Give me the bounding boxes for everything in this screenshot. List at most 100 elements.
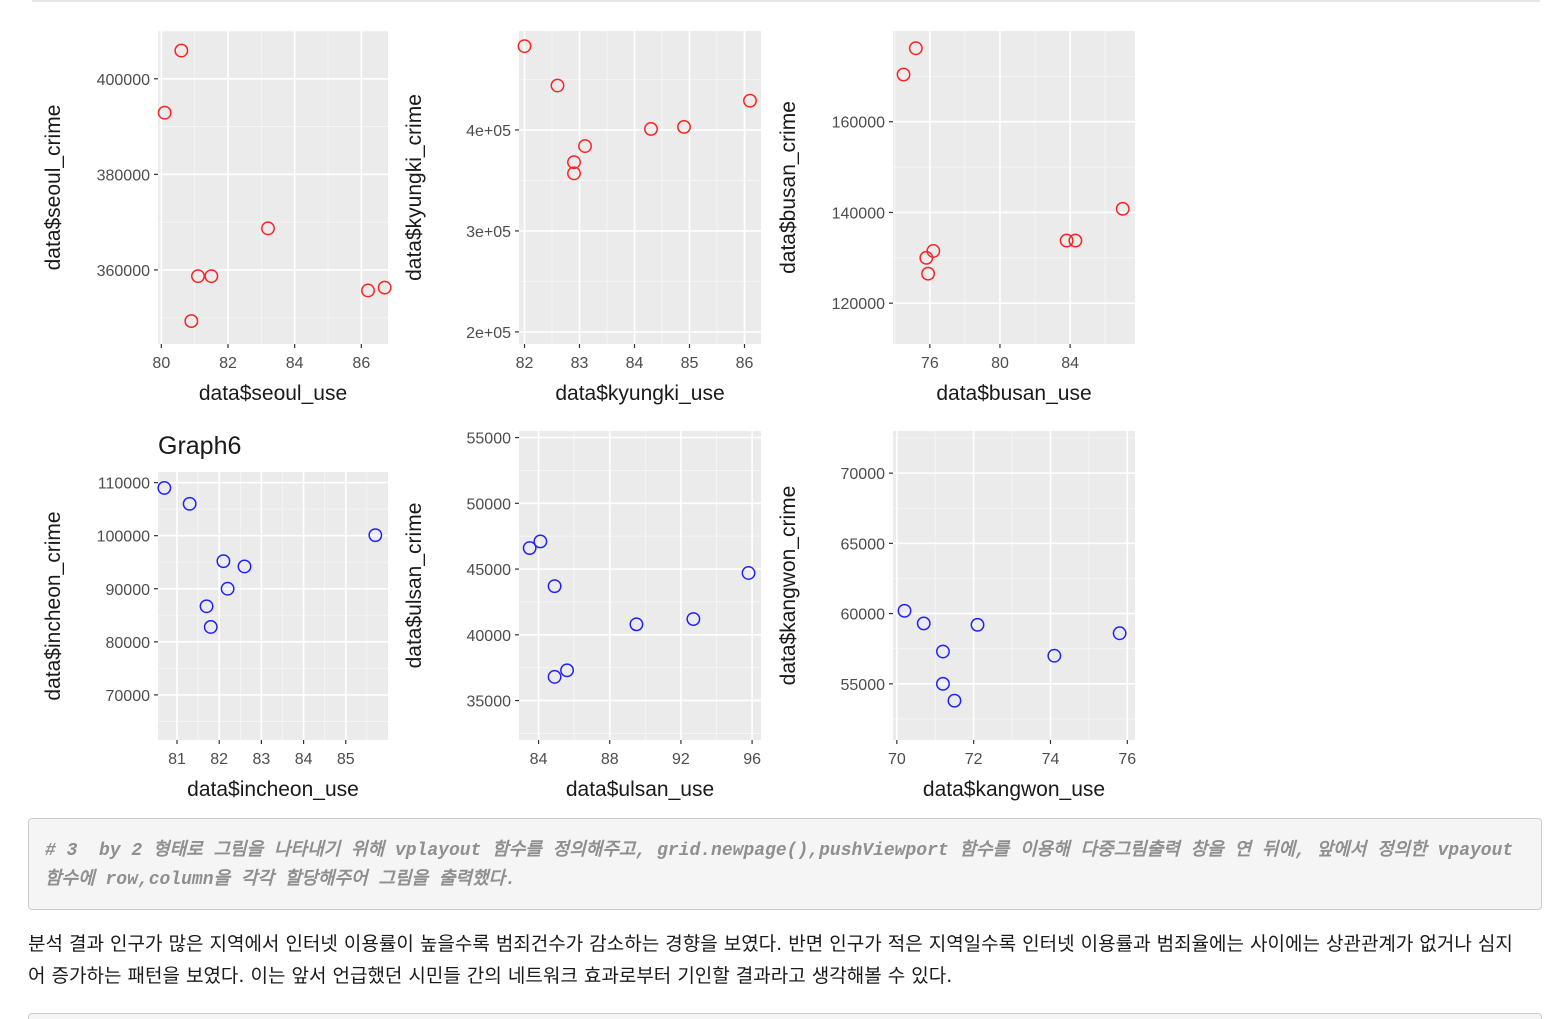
y-tick-label: 4e+05 [466, 123, 511, 140]
y-axis-title: data$seoul_crime [42, 105, 65, 271]
data-point [935, 644, 950, 659]
x-tick-label: 72 [965, 751, 983, 768]
data-point [644, 121, 658, 136]
y-tick-label: 55000 [467, 431, 512, 448]
y-tick-label: 90000 [106, 582, 151, 599]
data-point [1115, 201, 1130, 216]
data-point [191, 269, 205, 284]
data-point [741, 566, 756, 580]
x-tick-label: 82 [219, 355, 237, 372]
scatter-panel: 76 80 84 120000 140000 160000 data$busan_use da… [777, 31, 1135, 405]
scatter-plot-grid: 80 82 84 86 360000 380000 400000 data$seoul_use… [42, 30, 1136, 801]
x-tick-label: 76 [921, 355, 939, 372]
y-axis-title: data$kyungki_crime [403, 94, 426, 281]
panel-background [158, 472, 388, 740]
data-point [368, 528, 383, 543]
y-tick-label: 3e+05 [466, 224, 511, 241]
scatter-panel: 70 72 74 76 55000 60000 65000 70000 data$kangwon… [777, 431, 1136, 801]
data-point [237, 559, 252, 574]
x-tick-label: 86 [736, 355, 754, 372]
scatter-panel: 84 88 92 96 35000 40000 45000 50000 55000 data$ul… [403, 431, 761, 801]
data-point [743, 93, 757, 108]
data-point [220, 581, 235, 596]
x-axis-title: data$seoul_use [199, 382, 347, 405]
code-comment: # 3 by 2 형태로 그림을 나타내기 위해 vplayout 함수를 정의… [45, 841, 1514, 890]
data-point [629, 617, 644, 632]
x-tick-label: 84 [1061, 355, 1079, 372]
panel-background [158, 31, 388, 344]
x-tick-label: 76 [1118, 751, 1136, 768]
y-tick-label: 35000 [467, 694, 512, 711]
x-tick-label: 80 [991, 355, 1009, 372]
y-tick-label: 55000 [841, 677, 886, 694]
code-block: # 3 by 2 형태로 그림을 나타내기 위해 vplayout 함수를 정의… [28, 818, 1542, 910]
panel-background [519, 31, 761, 344]
data-point [550, 78, 565, 93]
data-point [970, 617, 985, 632]
x-tick-label: 85 [681, 355, 699, 372]
y-tick-label: 70000 [106, 688, 151, 705]
data-point [361, 283, 375, 298]
panel-background [893, 31, 1135, 344]
data-point [204, 269, 219, 284]
data-point [157, 480, 172, 495]
x-tick-label: 84 [626, 355, 644, 372]
data-point [203, 620, 218, 634]
y-tick-label: 80000 [106, 635, 151, 652]
data-point [896, 67, 911, 82]
data-point [1112, 626, 1127, 641]
y-tick-label: 45000 [467, 562, 512, 579]
y-tick-label: 140000 [832, 205, 885, 222]
x-tick-label: 81 [168, 751, 186, 768]
y-tick-label: 120000 [832, 296, 885, 313]
data-point [677, 119, 691, 134]
x-tick-label: 80 [152, 355, 170, 372]
data-point [1068, 233, 1083, 248]
y-tick-label: 110000 [98, 476, 150, 493]
data-point [560, 663, 574, 678]
y-tick-label: 2e+05 [466, 325, 511, 342]
chart-title: Graph6 [158, 432, 241, 460]
x-tick-label: 82 [516, 355, 534, 372]
x-axis-title: data$ulsan_use [566, 778, 714, 801]
data-point [947, 693, 962, 708]
data-point [926, 244, 941, 258]
y-tick-label: 50000 [467, 496, 512, 513]
x-tick-label: 82 [210, 751, 228, 768]
data-point [547, 669, 562, 684]
data-point [182, 496, 197, 511]
data-point [261, 221, 275, 236]
data-point [547, 579, 562, 594]
x-tick-label: 96 [743, 751, 761, 768]
x-tick-label: 83 [252, 751, 270, 768]
data-point [157, 105, 172, 120]
data-point [377, 280, 392, 295]
x-tick-label: 92 [672, 751, 690, 768]
data-point [908, 41, 923, 56]
data-point [184, 314, 199, 329]
y-axis-title: data$ulsan_crime [403, 503, 426, 669]
x-tick-label: 84 [530, 751, 548, 768]
x-tick-label: 84 [286, 355, 304, 372]
y-tick-label: 70000 [841, 466, 886, 483]
data-point [567, 155, 581, 170]
data-point [199, 599, 214, 614]
data-point [921, 266, 936, 281]
x-tick-label: 83 [571, 355, 589, 372]
x-tick-label: 85 [337, 751, 355, 768]
x-axis-title: data$busan_use [936, 382, 1091, 405]
data-point [216, 554, 231, 569]
y-tick-label: 40000 [467, 628, 512, 645]
x-axis-title: data$kyungki_use [555, 382, 724, 405]
analysis-paragraph: 분석 결과 인구가 많은 지역에서 인터넷 이용률이 높을수록 범죄건수가 감소… [28, 933, 1513, 987]
data-point [517, 39, 532, 54]
data-point [935, 676, 950, 691]
y-axis-title: data$kangwon_crime [777, 486, 800, 686]
data-point [1047, 648, 1062, 663]
y-axis-title: data$busan_crime [777, 101, 800, 274]
x-axis-title: data$incheon_use [187, 778, 359, 801]
data-point [567, 166, 581, 181]
y-tick-label: 160000 [832, 115, 885, 132]
scatter-panel: 81 82 83 84 85 70000 80000 90000 100000 110000 dat… [42, 432, 388, 801]
scatter-panel: 82 83 84 85 86 2e+05 3e+05 4e+05 data$kyungki_us… [403, 31, 761, 405]
